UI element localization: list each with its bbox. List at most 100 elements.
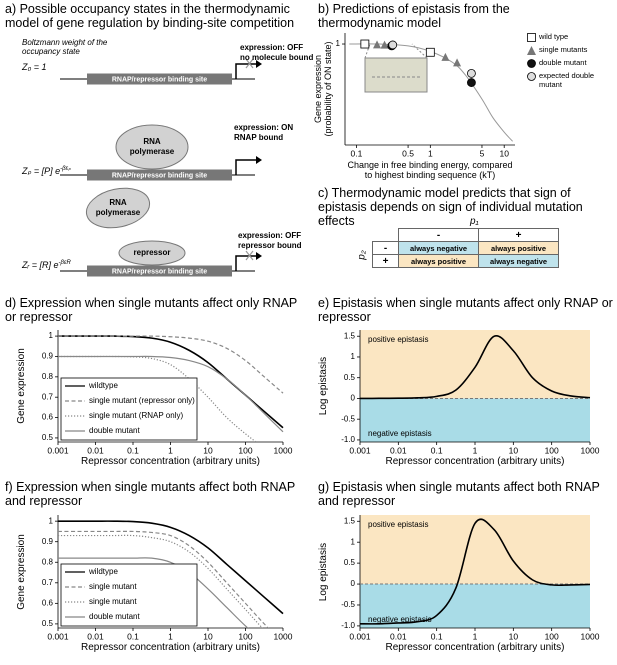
legend-swatch [527,59,536,68]
x-tick-label: 0.001 [47,631,69,641]
x-tick-label: 10 [509,445,519,455]
row-label: + [372,254,399,268]
x-tick-label: 1000 [581,445,600,455]
weight-text: Zₚ = [P] e [21,166,60,176]
x-axis-label: Change in free binding energy, compared … [347,160,513,180]
arrow-head [256,252,262,260]
col-header: p₁ [470,216,479,227]
legend-item: wild type [527,32,617,42]
binding-site [87,73,232,85]
x-tick-label: 0.001 [47,445,69,455]
rnap-label: polymerase [130,147,175,156]
legend-box [60,563,198,627]
status: no molecule bound [240,53,313,62]
y-tick-label: 0.5 [344,558,356,567]
series-line [360,518,591,625]
zoom-guide [411,43,428,59]
series-line [58,355,284,433]
rnap-label: RNA [109,198,127,207]
y-tick-label: -0.5 [341,414,355,423]
marker [425,47,435,57]
site-label: RNAP/repressor binding site [112,268,207,275]
x-tick-label: 0.001 [349,445,371,455]
y-tick-label: 1 [351,537,356,546]
legend-icon [527,46,536,55]
x-tick-label: 1000 [581,631,600,641]
legend-icon [527,72,536,81]
legend-swatch [527,72,536,81]
marker [441,52,450,61]
arrow-head [256,60,262,68]
rnap-blob [85,187,151,229]
positive-region [360,330,590,399]
x-tick-label: 0.5 [402,148,414,158]
repressor-label: repressor [134,248,171,257]
x-tick-label: 0.1 [127,631,139,641]
x-tick-label: 100 [545,631,559,641]
legend-item: expected double mutant [527,71,617,89]
x-tick-label: 100 [238,631,252,641]
legend-label: expected double mutant [539,71,595,89]
y-tick-label: 0.9 [42,537,54,546]
x-tick-label: 1 [473,445,478,455]
panel-title: c) Thermodynamic model predicts that sig… [318,186,583,228]
legend-box [60,377,198,441]
marker [453,58,462,67]
site-label: RNAP/repressor binding site [112,76,207,83]
x-tick-label: 1 [428,148,433,158]
col-label: + [478,228,559,242]
repressor-blob [118,240,186,266]
y-axis-label: Gene expression [16,533,27,610]
weight: Z₀ = 1 [21,62,47,72]
legend-icon [527,33,536,42]
negative-region [360,398,590,442]
series-line [58,530,270,628]
inset-box [364,57,428,93]
panel-title: g) Epistasis when single mutants affect … [318,480,600,508]
binding-site [87,169,232,181]
x-tick-label: 100 [238,445,252,455]
x-tick-label: 0.01 [390,631,407,641]
legend-label: double mutant [89,612,140,621]
rnap-blob [115,124,189,170]
y-tick-label: 0 [351,394,356,403]
y-tick-label: 1.5 [344,516,356,525]
x-tick-label: 100 [545,445,559,455]
table-cell: always positive [398,254,479,268]
off-cross [245,250,254,261]
zoom-inset [364,43,428,93]
weight-header: Boltzmann weight of the occupancy state [22,38,108,56]
legend-label: double mutant [89,426,140,435]
y-tick-label: 0.7 [42,392,54,401]
y-axis-label: Gene expression [16,348,27,424]
annotation: negative epistasis [368,429,432,438]
y-axis-label: Log epistasis [318,356,329,416]
legend-label: single mutant (repressor only) [89,396,195,405]
panel-title: a) Possible occupancy states in the ther… [5,2,295,30]
y-tick-label: 0.8 [42,372,54,381]
y-tick-label: 1 [336,39,341,48]
weight-exponent: -βεR [58,260,71,266]
x-tick-label: 10 [203,445,213,455]
panel-title: d) Expression when single mutants affect… [5,296,298,324]
weight-text: Z₀ = 1 [21,62,47,72]
rnap-label: polymerase [96,208,141,217]
y-tick-label: 0.6 [42,413,54,422]
status: repressor bound [238,241,302,250]
y-tick-label: 1 [351,352,356,361]
y-tick-label: 0.6 [42,598,54,607]
marker [467,78,476,87]
promoter-arrow [235,255,256,271]
binding-site [87,265,232,277]
x-tick-label: 0.01 [87,445,104,455]
panel-title: e) Epistasis when single mutants affect … [318,296,613,324]
legend-label: double mutant [539,58,587,67]
legend-label: wildtype [88,381,118,390]
x-tick-label: 0.1 [351,148,363,158]
legend-label: single mutants [539,45,588,54]
legend-label: single mutant (RNAP only) [89,411,183,420]
marker [380,40,389,49]
y-tick-label: 0.9 [42,352,54,361]
series-line [58,557,249,628]
